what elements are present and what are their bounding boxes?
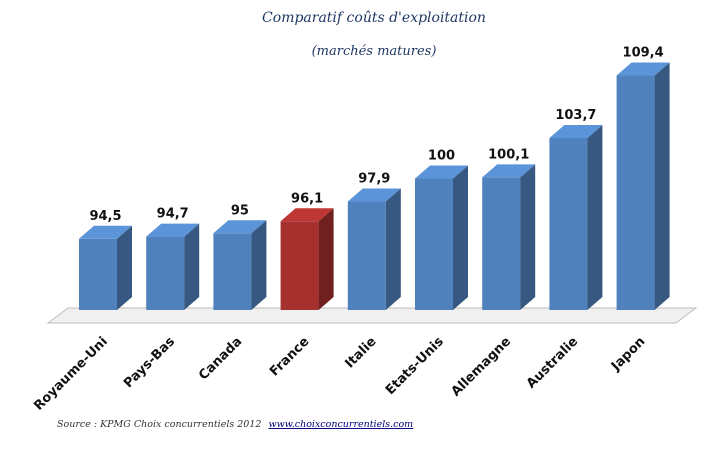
bar-top [347, 188, 401, 202]
chart-subtitle: (marchés matures) [312, 44, 437, 59]
value-label: 96,1 [291, 191, 323, 206]
value-label: 100 [428, 149, 455, 164]
bar-side [251, 220, 267, 310]
bar-side [318, 208, 334, 310]
bar-top [415, 165, 468, 179]
category-labels-layer: Royaume-Uni Pays-Bas Canada France Italie Eta… [31, 334, 648, 414]
source-note: Source : KPMG Choix concurrentiels 2012 … [57, 419, 413, 430]
value-label: 100,1 [488, 147, 529, 162]
bar [79, 225, 132, 310]
value-label: 94,7 [157, 207, 189, 222]
source-link[interactable]: www.choixconcurrentiels.com [268, 419, 413, 430]
bar-top [146, 223, 200, 237]
value-label: 97,9 [358, 172, 390, 187]
bar-side [654, 62, 670, 311]
bar-top [549, 124, 603, 138]
bar-front [213, 233, 252, 310]
bar [213, 220, 267, 310]
bar-front [280, 221, 319, 310]
chart-title: Comparatif coûts d'exploitation [262, 10, 486, 26]
bar-side [587, 124, 603, 310]
category-label: Royaume-Uni [31, 334, 111, 414]
bar [280, 208, 334, 310]
bar [482, 164, 536, 310]
category-label: Etats-Unis [383, 334, 447, 398]
bar-side [520, 164, 536, 310]
bar-side [184, 223, 200, 310]
bar [347, 188, 401, 310]
source-text: Source : KPMG Choix concurrentiels 2012 [57, 419, 261, 430]
bar-top [79, 225, 132, 239]
category-label: Pays-Bas [121, 334, 178, 391]
bar-front [549, 137, 588, 310]
bar-side [117, 225, 132, 310]
value-label: 94,5 [89, 209, 121, 224]
value-label: 109,4 [623, 46, 664, 61]
category-label: Canada [196, 334, 245, 383]
bar-front [415, 178, 453, 310]
bars-layer [79, 62, 670, 311]
bar-top [482, 164, 536, 178]
bar-front [79, 238, 117, 310]
category-label: Japon [608, 334, 648, 374]
bar-front [347, 201, 386, 310]
bar [549, 124, 603, 310]
bar [616, 62, 670, 311]
chart-floor [46, 307, 698, 324]
bar-front [482, 177, 521, 310]
bar-front [616, 75, 655, 311]
category-label: Allemagne [449, 334, 515, 400]
bar-side [385, 188, 401, 310]
bar-front [146, 236, 185, 310]
bar-side [453, 165, 468, 310]
value-label: 103,7 [555, 108, 596, 123]
bar [146, 223, 200, 310]
bar-top [213, 220, 267, 234]
category-label: Australie [524, 334, 582, 392]
value-label: 95 [231, 203, 249, 218]
category-label: France [267, 334, 312, 379]
category-label: Italie [342, 334, 379, 371]
bar [415, 165, 468, 310]
bar-top [616, 62, 670, 76]
bar-top [280, 208, 334, 222]
value-labels-layer: 94,5 94,7 95 96,1 97,9 100 100,1 103,7 109,4 [89, 46, 663, 224]
